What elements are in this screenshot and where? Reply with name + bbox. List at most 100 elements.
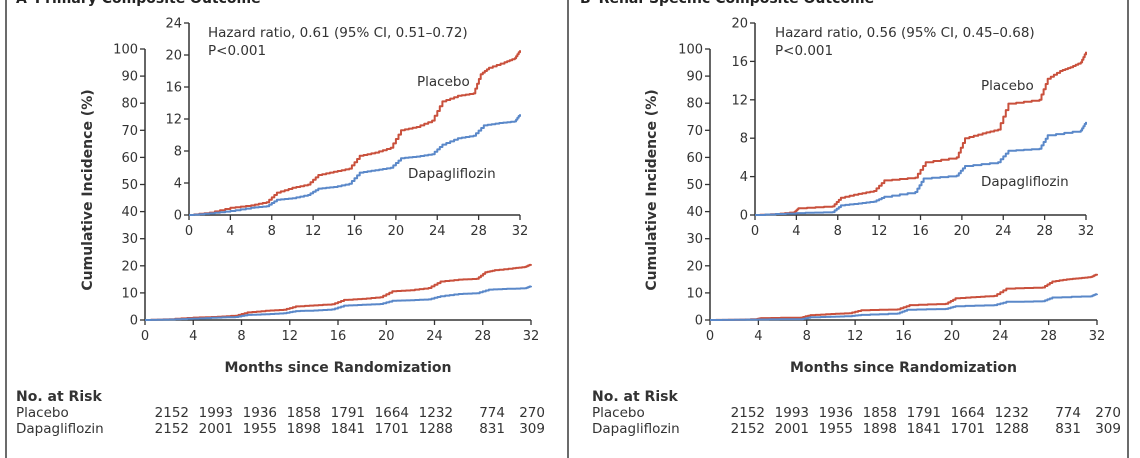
panel-a-main-y-tick-label: 80 (121, 97, 138, 112)
risk-cell: 831 (479, 421, 505, 437)
risk-cell: 1841 (906, 421, 941, 437)
risk-cell: 1232 (994, 405, 1029, 421)
panel-b-title: B Renal-Specific Composite Outcome (580, 0, 874, 7)
risk-cell: 1288 (994, 421, 1029, 437)
panel-a-main-y-tick-label: 50 (121, 178, 138, 193)
panel-a-main-y-tick-label: 100 (113, 43, 138, 58)
risk-row-label: Dapagliflozin (16, 421, 104, 437)
panel-a-inset-y-tick-label: 0 (174, 209, 182, 224)
panel-a-title: A Primary Composite Outcome (16, 0, 261, 7)
panel-b-inset-x-tick-label: 20 (954, 224, 971, 239)
panel-b-inset-y-tick-label: 12 (731, 93, 748, 108)
panel-b-inset-y-tick-label: 0 (740, 209, 748, 224)
panel-b-main-y-tick-label: 40 (686, 205, 703, 220)
panel-b-p-value: P<0.001 (775, 43, 833, 59)
risk-cell: 1993 (198, 405, 233, 421)
panel-a-main-y-tick-label: 0 (130, 314, 138, 329)
risk-cell: 309 (519, 421, 545, 437)
risk-cell: 1858 (286, 405, 321, 421)
panel-b-main-x-tick-label: 24 (992, 329, 1009, 344)
panel-a-risk-row-dapagliflozin: Dapagliflozin 2152 2001 1955 1898 1841 1701 128… (16, 421, 556, 437)
panel-a-main-x-tick-label: 32 (523, 329, 540, 344)
panel-a-main-x-tick-label: 12 (281, 329, 298, 344)
panel-b-main-x-tick-label: 0 (706, 329, 714, 344)
panel-b-inset-y-tick-label: 8 (740, 132, 748, 147)
panel-b-main-y-tick-label: 100 (678, 43, 703, 58)
panel-b-inset-x-tick-label: 0 (751, 224, 759, 239)
panel-a-label-dapagliflozin: Dapagliflozin (408, 166, 496, 182)
panel-b-main-x-tick-label: 8 (803, 329, 811, 344)
panel-b-x-axis-title: Months since Randomization (790, 360, 1017, 376)
panel-a-main-x-tick-label: 16 (330, 329, 347, 344)
panel-a-main-y-tick-label: 60 (121, 151, 138, 166)
panel-a-main-x-tick-label: 20 (378, 329, 395, 344)
risk-cell: 1791 (906, 405, 941, 421)
panel-a-main-curve-dapagliflozin (145, 285, 532, 321)
risk-cell: 270 (519, 405, 545, 421)
panel-b-main-y-tick-label: 20 (686, 259, 703, 274)
panel-divider (567, 0, 569, 458)
risk-cell: 1955 (818, 421, 853, 437)
panel-b-main-curve-dapagliflozin (710, 293, 1098, 321)
risk-cell: 2152 (154, 421, 189, 437)
panel-b-hazard-ratio: Hazard ratio, 0.56 (95% CI, 0.45–0.68) (775, 25, 1035, 41)
panel-a-inset-y-tick-label: 4 (174, 177, 182, 192)
panel-a-label-placebo: Placebo (417, 74, 470, 90)
panel-b-letter: B (580, 0, 591, 7)
risk-cell: 1701 (374, 421, 409, 437)
risk-cell: 774 (1055, 405, 1081, 421)
panel-b-main-x-tick-label: 20 (944, 329, 961, 344)
panel-a-inset-y-tick-label: 24 (165, 17, 182, 32)
panel-a-inset-x-tick-label: 12 (305, 224, 322, 239)
panel-a-main-y-tick-label: 30 (121, 232, 138, 247)
risk-cell: 1898 (862, 421, 897, 437)
panel-b-inset-y-tick-label: 20 (731, 17, 748, 32)
panel-a-inset-x-tick-label: 32 (512, 224, 529, 239)
panel-a-main-y-tick-label: 90 (121, 70, 138, 85)
panel-b-main-y-tick-label: 10 (686, 286, 703, 301)
risk-cell: 2152 (730, 405, 765, 421)
risk-cell: 2152 (730, 421, 765, 437)
risk-cell: 309 (1095, 421, 1121, 437)
panel-a-inset-x-tick-label: 24 (429, 224, 446, 239)
risk-cell: 774 (479, 405, 505, 421)
panel-a-inset-x-tick-label: 20 (388, 224, 405, 239)
panel-a-main-y-tick-label: 10 (121, 286, 138, 301)
panel-b-main-x-tick-label: 16 (895, 329, 912, 344)
panel-b-inset-y-tick-label: 4 (740, 170, 748, 185)
panel-a-inset-x-tick-label: 4 (226, 224, 234, 239)
risk-cell: 1936 (818, 405, 853, 421)
panel-a-main-x-tick-label: 4 (189, 329, 197, 344)
risk-cell: 831 (1055, 421, 1081, 437)
panel-b-risk-table: No. at Risk Placebo 2152 1993 1936 1858 1791 1… (592, 389, 1132, 437)
panel-b-label-placebo: Placebo (981, 78, 1034, 94)
panel-a-hazard-ratio: Hazard ratio, 0.61 (95% CI, 0.51–0.72) (208, 25, 468, 41)
panel-b-inset-x-tick-label: 8 (834, 224, 842, 239)
panel-b-main-x-tick-label: 12 (847, 329, 864, 344)
panel-b-inset-x-tick-label: 12 (871, 224, 888, 239)
panel-a-risk-table: No. at Risk Placebo 2152 1993 1936 1858 1791 1… (16, 389, 556, 437)
panel-b-inset-curve-dapagliflozin (755, 121, 1087, 216)
panel-b-main-x-tick-label: 4 (754, 329, 762, 344)
panel-a-inset-x-tick-label: 8 (268, 224, 276, 239)
panel-b-label-dapagliflozin: Dapagliflozin (981, 174, 1069, 190)
panel-a-main-x-tick-label: 0 (141, 329, 149, 344)
panel-b-inset-x-tick-label: 32 (1078, 224, 1095, 239)
panel-b-risk-heading: No. at Risk (592, 389, 678, 405)
panel-a-main-y-tick-label: 70 (121, 124, 138, 139)
panel-b-inset-x-tick-label: 16 (912, 224, 929, 239)
panel-a-x-axis-title: Months since Randomization (224, 360, 451, 376)
risk-cell: 270 (1095, 405, 1121, 421)
panel-a-inset-x-tick-label: 16 (346, 224, 363, 239)
risk-row-label: Placebo (16, 405, 69, 421)
risk-cell: 1664 (950, 405, 985, 421)
panel-a-inset-curve-dapagliflozin (189, 114, 521, 216)
panel-b-inset-x-tick-label: 28 (1036, 224, 1053, 239)
panel-b-main-y-tick-label: 60 (686, 151, 703, 166)
risk-cell: 1898 (286, 421, 321, 437)
panel-b-main-y-tick-label: 90 (686, 70, 703, 85)
risk-cell: 1993 (774, 405, 809, 421)
panel-a-main-y-tick-label: 40 (121, 205, 138, 220)
risk-cell: 2152 (154, 405, 189, 421)
